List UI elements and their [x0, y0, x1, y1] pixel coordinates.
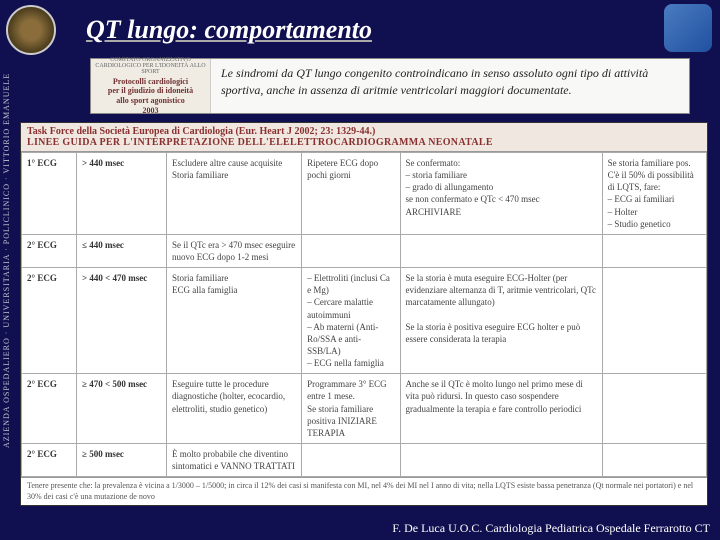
table-row: 1° ECG> 440 msecEscludere altre cause ac… [22, 153, 707, 235]
table-cell: 2° ECG [22, 443, 77, 476]
table-cell: ≥ 470 < 500 msec [77, 374, 167, 444]
table-cell [400, 443, 602, 476]
protocol-mini-header: COMITATO ORGANIZZATIVO CARDIOLOGICO PER … [95, 57, 206, 75]
hospital-logo-icon [6, 5, 56, 55]
table-cell: ≥ 500 msec [77, 443, 167, 476]
table-cell: Escludere altre cause acquisiteStoria fa… [167, 153, 302, 235]
table-cell [302, 234, 400, 267]
guideline-table: 1° ECG> 440 msecEscludere altre cause ac… [21, 152, 707, 477]
table-cell [602, 374, 706, 444]
table-cell: Programmare 3° ECG entre 1 mese.Se stori… [302, 374, 400, 444]
table-cell: 2° ECG [22, 374, 77, 444]
table-cell: 1° ECG [22, 153, 77, 235]
table-row: 2° ECG≥ 470 < 500 msecEseguire tutte le … [22, 374, 707, 444]
footer-credit: F. De Luca U.O.C. Cardiologia Pediatrica… [392, 521, 710, 536]
taskforce-line1: Task Force della Società Europea di Card… [27, 126, 701, 137]
protocol-line1: Protocolli cardiologici [113, 77, 188, 86]
table-cell: Se la storia è muta eseguire ECG-Holter … [400, 268, 602, 374]
taskforce-header: Task Force della Società Europea di Card… [21, 123, 707, 152]
table-cell: ≤ 440 msec [77, 234, 167, 267]
table-cell: – Elettroliti (inclusi Ca e Mg)– Cercare… [302, 268, 400, 374]
table-cell: Anche se il QTc è molto lungo nel primo … [400, 374, 602, 444]
heart-logo-icon [664, 4, 712, 52]
indication-text: Le sindromi da QT lungo congenito contro… [211, 59, 689, 113]
header: QT lungo: comportamento [0, 0, 720, 60]
protocol-line2: per il giudizio di idoneità [108, 86, 193, 95]
protocol-line3: allo sport agonistico [116, 96, 184, 105]
table-footnote: Tenere presente che: la prevalenza è vic… [21, 477, 707, 505]
slide-title: QT lungo: comportamento [86, 15, 372, 45]
table-row: 2° ECG≥ 500 msecÈ molto probabile che di… [22, 443, 707, 476]
table-cell [602, 268, 706, 374]
table-cell: > 440 < 470 msec [77, 268, 167, 374]
indication-strip: COMITATO ORGANIZZATIVO CARDIOLOGICO PER … [90, 58, 690, 114]
table-cell: Se il QTc era > 470 msec eseguire nuovo … [167, 234, 302, 267]
protocol-box: COMITATO ORGANIZZATIVO CARDIOLOGICO PER … [91, 59, 211, 113]
table-cell: È molto probabile che diventino sintomat… [167, 443, 302, 476]
table-cell: Ripetere ECG dopo pochi giorni [302, 153, 400, 235]
table-cell: 2° ECG [22, 268, 77, 374]
table-cell: Se storia familiare pos. C'è il 50% di p… [602, 153, 706, 235]
table-row: 2° ECG> 440 < 470 msecStoria familiareEC… [22, 268, 707, 374]
table-cell [400, 234, 602, 267]
table-row: 2° ECG≤ 440 msecSe il QTc era > 470 msec… [22, 234, 707, 267]
table-cell: 2° ECG [22, 234, 77, 267]
table-cell: Storia familiareECG alla famiglia [167, 268, 302, 374]
table-cell [302, 443, 400, 476]
table-cell [602, 234, 706, 267]
taskforce-line2: LINEE GUIDA PER L'INTERPRETAZIONE DELL'E… [27, 137, 701, 148]
protocol-line4: 2003 [143, 106, 159, 115]
table-cell: Se confermato:– storia familiare– grado … [400, 153, 602, 235]
guideline-table-wrap: Task Force della Società Europea di Card… [20, 122, 708, 506]
table-cell: > 440 msec [77, 153, 167, 235]
vertical-institution-label: AZIENDA OSPEDALIERO · UNIVERSITARIA · PO… [2, 60, 16, 460]
table-cell [602, 443, 706, 476]
table-cell: Eseguire tutte le procedure diagnostiche… [167, 374, 302, 444]
